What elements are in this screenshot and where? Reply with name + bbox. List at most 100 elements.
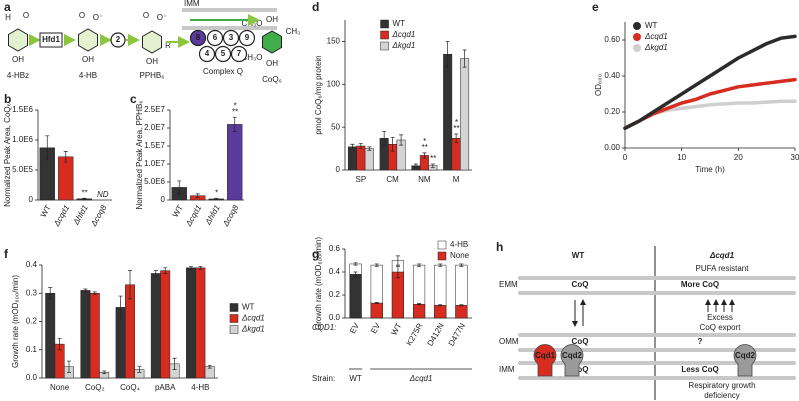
x-tick-label: 10	[677, 153, 686, 162]
error-bar	[66, 360, 71, 373]
y-axis-title: OD₆₀₀	[594, 74, 603, 96]
error-bar	[353, 271, 358, 277]
error-bar	[198, 266, 203, 270]
bar	[150, 273, 161, 379]
coq-protein	[238, 29, 256, 47]
y-tick-label: 0.2	[329, 290, 341, 299]
y-tick-label: 0.4	[329, 267, 341, 276]
error-bar	[102, 370, 107, 375]
protein-label: Cqd2	[562, 351, 583, 360]
error-bar	[172, 357, 177, 370]
error-bar	[163, 267, 168, 274]
legend-swatch	[437, 240, 447, 250]
step-label: 2	[116, 35, 121, 44]
error-bar	[417, 303, 422, 306]
chem-group: OH	[266, 59, 278, 68]
bar	[227, 124, 243, 201]
bar	[347, 146, 357, 171]
x-tick-label: 30	[791, 153, 799, 162]
panel-letter: f	[4, 247, 9, 261]
coq-label: More CoQ	[681, 280, 719, 289]
legend-swatch	[633, 44, 641, 52]
coq-protein	[222, 29, 240, 47]
legend-swatch	[380, 30, 389, 40]
coq-number: 7	[237, 49, 242, 58]
bar	[80, 290, 91, 379]
x-tick-label: WT	[39, 203, 53, 218]
export-label: Excess	[707, 313, 733, 322]
coq-protein	[206, 29, 224, 47]
significance: ND	[97, 190, 109, 199]
error-bar	[422, 152, 427, 159]
y-tick-label: 0.2	[26, 317, 38, 326]
deficiency: Respiratory growth	[688, 381, 755, 390]
compound-label: 4-HBz	[7, 71, 29, 80]
row-label: CQD1:	[312, 323, 336, 332]
phenotype: PUFA resistant	[696, 264, 750, 273]
chem-group: OH	[266, 15, 278, 24]
chem-group: R	[165, 41, 171, 50]
coq-label: ?	[698, 337, 703, 346]
coq-number: 8	[196, 33, 201, 42]
error-bar	[430, 163, 435, 168]
y-tick-label: 150	[327, 37, 341, 46]
panel-letter: h	[496, 240, 503, 254]
bar	[460, 58, 470, 171]
x-tick-label: Δcoq8	[89, 203, 109, 229]
significance: **	[421, 143, 428, 152]
compound-label: PPHB₆	[139, 71, 164, 80]
bar	[89, 293, 100, 379]
error-bar	[395, 265, 400, 279]
error-bar	[445, 41, 450, 68]
chem-group: O⁻	[157, 13, 167, 22]
error-bar	[83, 288, 88, 293]
membrane	[182, 26, 277, 30]
coq-protein	[230, 45, 248, 63]
chem-group: O⁻	[93, 13, 103, 22]
x-tick-label: None	[50, 383, 70, 392]
x-tick-label: EV	[348, 321, 361, 335]
error-bar	[48, 287, 53, 300]
coq-protein	[198, 45, 216, 63]
y-tick-label: 0.0	[329, 313, 341, 322]
y-axis-title: Growth rate (mOD₆₀₀/min)	[11, 275, 20, 368]
x-tick-label: M	[453, 175, 460, 184]
bar	[45, 293, 56, 379]
bar	[349, 274, 362, 319]
error-bar	[189, 266, 194, 270]
compound-label: CoQ₆	[262, 75, 282, 84]
membrane	[518, 376, 796, 380]
panel-letter: d	[312, 0, 319, 14]
significance: *	[455, 118, 459, 127]
coq-protein	[189, 29, 207, 47]
error-bar	[350, 143, 355, 150]
enzyme-label: Hfd1	[42, 35, 60, 44]
coq-label: CoQ	[572, 280, 589, 289]
x-tick-label: Δcoq8	[221, 203, 241, 229]
protein	[533, 344, 557, 377]
x-tick-label: Δhfd1	[71, 204, 90, 227]
y-tick-label: 1.5E6	[12, 105, 33, 114]
y-tick-label: 0.1	[26, 345, 38, 354]
x-tick-label: Δcqd1	[184, 204, 204, 229]
chem-group: CH₃	[286, 27, 301, 36]
membrane	[518, 276, 796, 280]
bar	[413, 303, 426, 319]
error-bar	[454, 133, 459, 143]
complex-label: Complex Q	[203, 67, 243, 76]
membrane	[518, 291, 796, 295]
error-bar	[63, 151, 68, 163]
x-tick-label: CM	[386, 175, 399, 184]
coq-label: CoQ	[572, 337, 589, 346]
y-axis-title: Growth rate (mOD₆₀₀/min)	[314, 237, 323, 330]
significance: **	[232, 107, 239, 116]
error-bar	[57, 338, 62, 351]
bar	[434, 305, 447, 319]
column-header: Δcqd1	[709, 251, 735, 260]
error-bar	[45, 135, 50, 161]
error-bar	[395, 255, 400, 266]
x-tick-label: CoQ₂	[85, 383, 105, 392]
significance: *	[423, 137, 427, 146]
chem-group: OH	[12, 55, 24, 64]
x-axis-title: Time (h)	[695, 165, 725, 174]
